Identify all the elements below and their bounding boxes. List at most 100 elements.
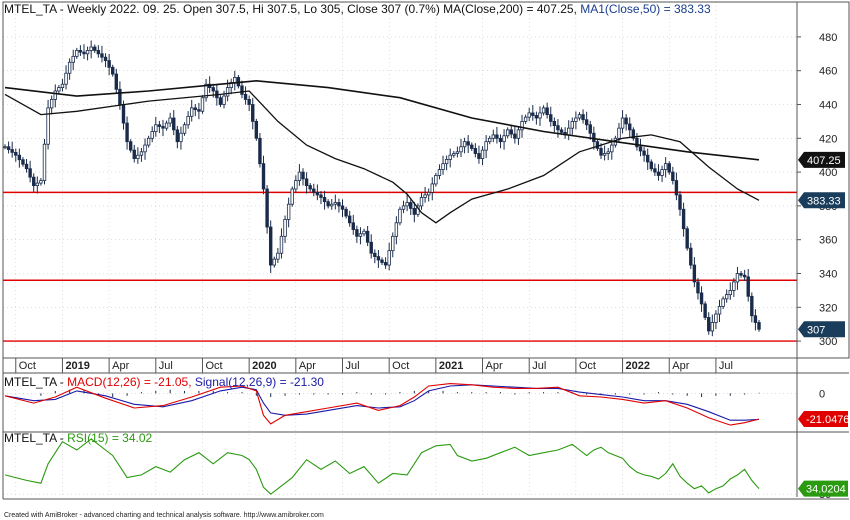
candle-body [588, 124, 592, 134]
candle-body [251, 104, 255, 122]
candle-body [344, 208, 348, 217]
date-tick-label: 2022 [626, 360, 650, 372]
candle-body [103, 56, 108, 61]
candle-body [717, 306, 722, 315]
rsi-header-symbol: MTEL_TA [4, 431, 57, 445]
candle-body [570, 121, 574, 129]
candle-body [376, 256, 381, 261]
candle-body [642, 150, 646, 156]
candle-body [739, 273, 743, 276]
candle-body [301, 171, 305, 180]
candle-body [179, 132, 183, 143]
candle-body [75, 50, 79, 57]
candle-body [513, 133, 517, 139]
macd-series [4, 383, 760, 426]
candle-body [111, 66, 115, 75]
candle-body [401, 205, 406, 210]
candle-body [599, 148, 603, 156]
candle-body [660, 169, 664, 176]
candle-body [484, 141, 488, 151]
candle-body [592, 132, 596, 143]
date-tick-label: Jul [719, 360, 733, 372]
macd-line [4, 383, 760, 426]
candle-body [444, 159, 449, 165]
ma200-value-tag-text: 407.25 [807, 155, 841, 167]
candle-body [197, 109, 201, 112]
candle-body [96, 50, 101, 55]
date-tick-label: Oct [19, 360, 36, 372]
ma50-value-tag-text: 383.33 [807, 195, 841, 207]
candle-body [42, 143, 47, 181]
close-value-tag-bg [798, 321, 845, 338]
candle-body [577, 114, 582, 119]
candle-body [21, 159, 25, 165]
candle-body [161, 126, 165, 129]
candle-body [480, 149, 485, 159]
candle-body [365, 230, 370, 243]
candle-body [674, 180, 679, 196]
candle-body [678, 194, 682, 210]
candle-body [527, 112, 531, 118]
candle-body [139, 151, 144, 156]
price-tick-label: 340 [819, 269, 837, 281]
candle-body [143, 144, 147, 153]
candle-body [696, 281, 700, 294]
candle-body [121, 104, 126, 124]
candle-body [638, 146, 643, 152]
candle-body [724, 294, 729, 300]
date-tick-label: Oct [392, 360, 409, 372]
candle-body [333, 202, 338, 205]
candle-body [190, 107, 194, 117]
candle-body [222, 95, 226, 105]
rsi-value-tag-bg [798, 480, 848, 497]
candle-body [437, 169, 442, 176]
candle-body [60, 83, 65, 89]
candle-body [620, 117, 625, 129]
macd-header: MTEL_TA - MACD(12,26) = -21.05, Signal(1… [4, 375, 324, 389]
date-tick-label: Apr [112, 360, 129, 372]
candle-body [753, 315, 758, 323]
candle-body [602, 153, 607, 156]
candle-body [441, 163, 445, 170]
candle-body [459, 146, 463, 153]
candle-body [362, 230, 366, 235]
candle-body [470, 144, 474, 149]
close-value-tag: 307 [798, 321, 845, 338]
candle-body [757, 322, 761, 330]
candle-body [243, 93, 248, 100]
candle-body [82, 51, 86, 55]
candle-body [556, 125, 560, 131]
candle-body [258, 137, 262, 165]
candle-body [509, 129, 513, 135]
candle-body [545, 107, 549, 116]
candle-body [419, 197, 424, 207]
candle-body [606, 151, 610, 154]
candle-body [699, 292, 704, 305]
candle-body [53, 90, 57, 100]
candle-body [750, 295, 754, 317]
candle-body [186, 115, 190, 126]
candle-body [154, 124, 158, 132]
macd-signal-line [4, 384, 760, 421]
candle-body [656, 171, 661, 176]
candle-body [355, 229, 359, 237]
candle-body [523, 116, 528, 122]
candle-body [624, 117, 628, 125]
candle-body [595, 141, 600, 149]
macd-value-tag-text: -21.0476 [806, 414, 849, 426]
candle-body [89, 46, 93, 51]
candle-body [100, 53, 104, 58]
candle-body [304, 178, 309, 187]
candle-body [14, 151, 18, 156]
candle-body [462, 141, 467, 148]
price-series [3, 40, 797, 342]
candle-body [164, 122, 169, 129]
candle-body [57, 87, 61, 92]
candle-body [326, 201, 330, 207]
candle-body [315, 191, 320, 196]
candle-body [430, 183, 434, 193]
candle-body [409, 202, 413, 209]
ma200-value-tag: 407.25 [798, 151, 845, 168]
candle-body [294, 180, 298, 190]
candle-body [211, 87, 215, 92]
